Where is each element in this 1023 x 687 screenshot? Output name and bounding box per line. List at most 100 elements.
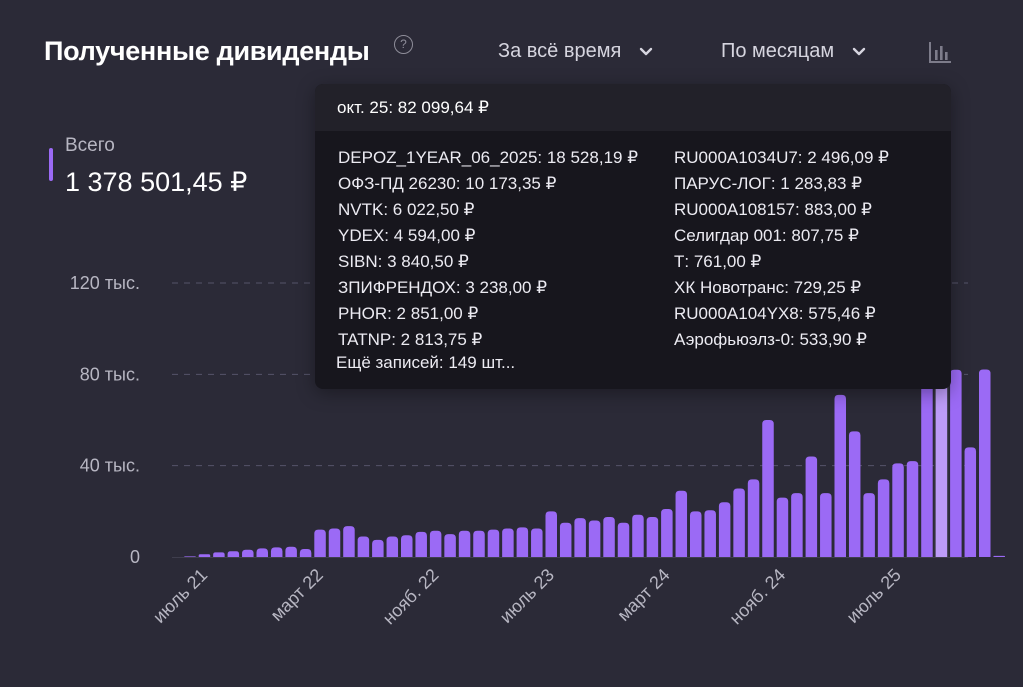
page-title: Полученные дивиденды [44, 36, 370, 66]
tooltip-entry: ХК Новотранс: 729,25 ₽ [674, 278, 862, 297]
bar[interactable] [184, 556, 196, 557]
tooltip-entry: RU000A108157: 883,00 ₽ [674, 200, 872, 219]
total-label: Всего [65, 135, 115, 156]
tooltip-entry: Селигдар 001: 807,75 ₽ [674, 226, 859, 245]
bar[interactable] [863, 493, 875, 557]
help-icon[interactable]: ? [394, 35, 413, 54]
y-tick-label: 120 тыс. [70, 273, 140, 293]
tooltip-entry: RU000A104YX8: 575,46 ₽ [674, 304, 876, 323]
bar[interactable] [834, 394, 847, 557]
bar[interactable] [848, 431, 861, 557]
total-marker [49, 148, 53, 181]
x-tick-label: июль 23 [496, 565, 558, 627]
bar[interactable] [444, 534, 456, 557]
bar[interactable] [617, 522, 630, 557]
bar[interactable] [704, 510, 716, 557]
tooltip-entry: Т: 761,00 ₽ [674, 252, 762, 271]
tooltip-entry: ОФЗ-ПД 26230: 10 173,35 ₽ [338, 174, 557, 193]
bar[interactable] [429, 530, 442, 557]
tooltip-entry: TATNP: 2 813,75 ₽ [338, 330, 483, 349]
tooltip-right-column: RU000A1034U7: 2 496,09 ₽ ПАРУС-ЛОГ: 1 28… [674, 145, 889, 353]
bar[interactable] [198, 554, 211, 557]
bar[interactable] [791, 493, 803, 557]
bar[interactable] [733, 488, 745, 558]
bar[interactable] [545, 511, 558, 557]
bar[interactable] [256, 548, 269, 557]
y-tick-label: 80 тыс. [80, 364, 140, 384]
bar[interactable] [227, 551, 240, 557]
bar[interactable] [458, 530, 471, 557]
bar[interactable] [603, 517, 615, 557]
bar[interactable] [343, 526, 355, 557]
bar[interactable] [906, 461, 919, 557]
bar[interactable] [718, 502, 731, 557]
tooltip-left-column: DEPOZ_1YEAR_06_2025: 18 528,19 ₽ ОФЗ-ПД … [338, 145, 638, 353]
x-tick-label: нояб. 24 [726, 565, 790, 629]
y-tick-label: 40 тыс. [80, 456, 140, 476]
x-tick-label: июль 25 [843, 565, 905, 627]
tooltip-entry: DEPOZ_1YEAR_06_2025: 18 528,19 ₽ [338, 148, 639, 167]
bar[interactable] [747, 479, 760, 557]
bar[interactable] [401, 535, 413, 557]
bar[interactable] [820, 493, 832, 557]
bar[interactable] [690, 511, 702, 557]
period-dropdown[interactable]: За всё время [498, 40, 653, 63]
x-tick-label: июль 21 [149, 565, 211, 627]
bar[interactable] [285, 546, 297, 557]
bar[interactable] [314, 529, 326, 557]
bar[interactable] [270, 547, 283, 557]
bar[interactable] [892, 463, 904, 557]
grouping-dropdown-label: По месяцам [721, 40, 835, 62]
tooltip-entry: SIBN: 3 840,50 ₽ [338, 252, 469, 271]
bar[interactable] [950, 369, 962, 557]
bar[interactable] [473, 530, 485, 557]
grouping-dropdown[interactable]: По месяцам [721, 40, 866, 63]
tooltip-entry: ЗПИФРЕНДОХ: 3 238,00 ₽ [338, 278, 548, 297]
bar[interactable] [299, 549, 312, 557]
tooltip-entry: Аэрофьюэлз-0: 533,90 ₽ [674, 330, 868, 349]
bar[interactable] [632, 514, 644, 557]
tooltip-entry: PHOR: 2 851,00 ₽ [338, 304, 479, 323]
bar[interactable] [386, 536, 399, 557]
tooltip-entry: ПАРУС-ЛОГ: 1 283,83 ₽ [674, 174, 863, 193]
bar[interactable] [242, 549, 254, 557]
x-tick-label: нояб. 22 [379, 565, 443, 629]
chart-tooltip: окт. 25: 82 099,64 ₽ DEPOZ_1YEAR_06_2025… [315, 84, 951, 389]
bar[interactable] [993, 555, 1005, 557]
bar[interactable] [516, 527, 529, 557]
bar[interactable] [776, 497, 789, 557]
tooltip-entry: RU000A1034U7: 2 496,09 ₽ [674, 148, 889, 167]
tooltip-header: окт. 25: 82 099,64 ₽ [315, 84, 951, 131]
chevron-down-icon [852, 47, 866, 55]
bar[interactable] [979, 369, 991, 557]
bar[interactable] [213, 552, 225, 557]
bar[interactable] [675, 490, 688, 557]
bar[interactable] [372, 539, 384, 557]
bar[interactable] [646, 517, 659, 557]
bar-highlighted[interactable] [935, 374, 948, 557]
bar-chart-icon[interactable] [928, 40, 952, 64]
bar[interactable] [661, 509, 673, 557]
bar[interactable] [877, 479, 890, 557]
period-dropdown-label: За всё время [498, 40, 622, 62]
bar[interactable] [415, 531, 427, 557]
bar[interactable] [487, 529, 500, 557]
total-value: 1 378 501,45 ₽ [65, 167, 248, 197]
y-tick-label: 0 [130, 547, 140, 567]
bar[interactable] [357, 536, 370, 557]
bar[interactable] [964, 447, 977, 557]
bar[interactable] [559, 522, 572, 557]
bar[interactable] [762, 420, 774, 557]
bar[interactable] [531, 528, 543, 557]
x-tick-label: март 22 [267, 565, 327, 625]
bar[interactable] [805, 456, 818, 557]
bar[interactable] [502, 528, 514, 557]
tooltip-entry: YDEX: 4 594,00 ₽ [338, 226, 476, 245]
bar[interactable] [588, 520, 601, 557]
bar[interactable] [574, 518, 586, 557]
tooltip-entry: NVTK: 6 022,50 ₽ [338, 200, 475, 219]
bar[interactable] [328, 528, 341, 557]
tooltip-more-records: Ещё записей: 149 шт... [336, 353, 516, 372]
x-tick-label: март 24 [613, 565, 673, 625]
